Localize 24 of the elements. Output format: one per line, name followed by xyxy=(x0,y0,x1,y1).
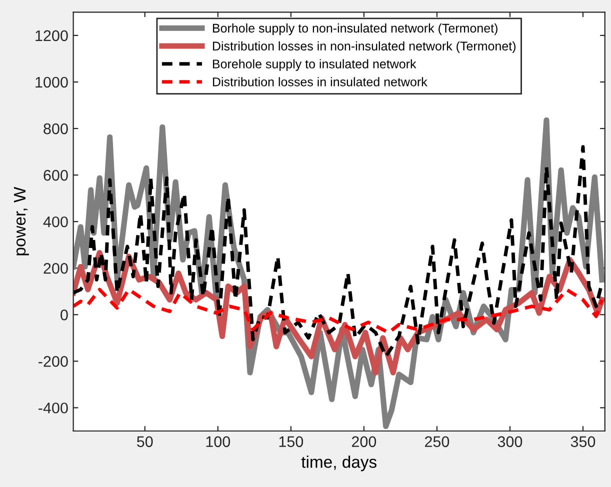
x-axis-title: time, days xyxy=(301,456,376,472)
x-tick-label: 50 xyxy=(136,436,153,448)
x-tick-label: 100 xyxy=(206,436,230,448)
y-axis-title: power, W xyxy=(14,186,29,256)
legend-label: Borehole supply to insulated network xyxy=(212,59,416,71)
y-tick-label: 200 xyxy=(44,262,68,274)
x-tick-label: 150 xyxy=(279,436,304,448)
legend-label: Distribution losses in non-insulated network (Termonet) xyxy=(212,41,516,53)
y-tick-label: 1200 xyxy=(36,30,68,42)
y-tick-label: -200 xyxy=(38,356,68,367)
x-tick-label: 200 xyxy=(352,436,376,448)
y-tick-label: 0 xyxy=(60,310,68,320)
y-tick-label: 1000 xyxy=(36,76,68,88)
x-tick-label: 300 xyxy=(498,436,522,448)
x-tick-label: 250 xyxy=(424,436,450,448)
legend-label: Distribution losses in insulated network xyxy=(212,77,428,86)
y-tick-label: 400 xyxy=(43,216,68,228)
y-tick-label: -400 xyxy=(38,402,68,414)
y-tick-label: 800 xyxy=(44,123,68,134)
line-series xyxy=(73,145,604,358)
legend-label: Borhole supply to non-insulated network (Termonet) xyxy=(212,23,498,36)
y-tick-label: 600 xyxy=(44,170,68,181)
line-series xyxy=(73,288,604,334)
x-tick-label: 350 xyxy=(570,436,596,448)
